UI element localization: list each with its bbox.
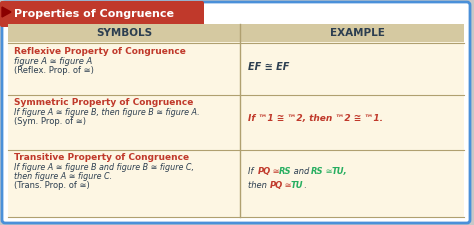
Text: (Reflex. Prop. of ≅): (Reflex. Prop. of ≅) [14, 66, 94, 75]
FancyBboxPatch shape [0, 1, 204, 27]
Text: then: then [248, 181, 270, 190]
Text: Reflexive Property of Congruence: Reflexive Property of Congruence [14, 47, 186, 56]
Text: RS: RS [279, 167, 292, 176]
Text: If figure A ≅ figure B, then figure B ≅ figure A.: If figure A ≅ figure B, then figure B ≅ … [14, 108, 200, 117]
Text: TU: TU [291, 181, 303, 190]
Text: figure A ≅ figure A: figure A ≅ figure A [14, 57, 92, 66]
Polygon shape [2, 7, 11, 17]
Text: PQ: PQ [270, 181, 283, 190]
Text: .: . [303, 181, 306, 190]
FancyBboxPatch shape [8, 24, 464, 42]
Text: If figure A ≅ figure B and figure B ≅ figure C,: If figure A ≅ figure B and figure B ≅ fi… [14, 163, 194, 172]
Text: (Sym. Prop. of ≅): (Sym. Prop. of ≅) [14, 117, 86, 126]
Text: If ™1 ≅ ™2, then ™2 ≅ ™1.: If ™1 ≅ ™2, then ™2 ≅ ™1. [248, 113, 383, 122]
Text: ≅: ≅ [323, 167, 335, 176]
Text: If: If [248, 167, 256, 176]
Text: ≅: ≅ [270, 167, 282, 176]
Text: Transitive Property of Congruence: Transitive Property of Congruence [14, 153, 189, 162]
Text: and: and [291, 167, 312, 176]
Text: PQ: PQ [258, 167, 271, 176]
Text: (Trans. Prop. of ≅): (Trans. Prop. of ≅) [14, 181, 90, 190]
Text: SYMBOLS: SYMBOLS [96, 28, 152, 38]
Text: EXAMPLE: EXAMPLE [329, 28, 384, 38]
Text: ≅: ≅ [282, 181, 294, 190]
FancyBboxPatch shape [2, 2, 470, 223]
Text: TU,: TU, [332, 167, 347, 176]
FancyBboxPatch shape [8, 27, 464, 217]
Text: Properties of Congruence: Properties of Congruence [14, 9, 174, 19]
Text: then figure A ≅ figure C.: then figure A ≅ figure C. [14, 172, 112, 181]
Text: EF ≅ EF: EF ≅ EF [248, 62, 289, 72]
Text: RS: RS [311, 167, 323, 176]
Text: Symmetric Property of Congruence: Symmetric Property of Congruence [14, 98, 193, 107]
